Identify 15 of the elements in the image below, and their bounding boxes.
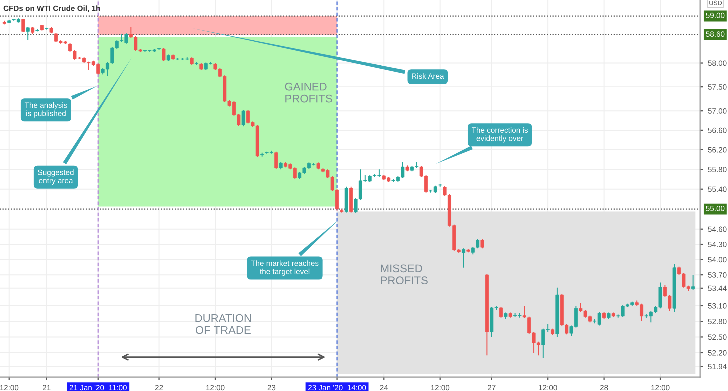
- candlestick: [522, 305, 526, 319]
- candlestick: [692, 274, 696, 291]
- candlestick: [274, 151, 278, 170]
- candlestick: [242, 110, 246, 128]
- candlestick: [162, 48, 166, 62]
- candlestick: [26, 26, 30, 41]
- band-label: GAINED PROFITS: [285, 82, 332, 103]
- candlestick: [344, 186, 348, 214]
- candlestick: [22, 18, 26, 33]
- annotation: DURATION OF TRADE: [196, 314, 252, 334]
- candlestick: [499, 306, 503, 318]
- candlestick: [462, 248, 466, 268]
- candlestick: [350, 186, 354, 214]
- candlestick: [480, 238, 484, 250]
- band-label: MISSED PROFITS: [381, 264, 428, 285]
